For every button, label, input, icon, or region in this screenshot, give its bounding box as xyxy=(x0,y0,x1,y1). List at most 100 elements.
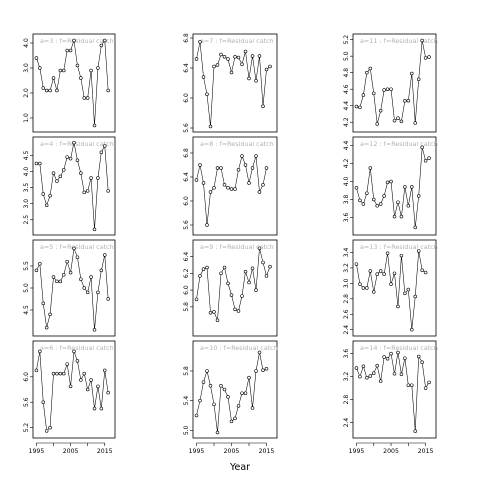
data-point xyxy=(48,425,52,430)
data-point xyxy=(423,386,428,390)
data-point xyxy=(254,79,258,83)
data-point xyxy=(416,194,421,198)
y-tick-label: 4.8 xyxy=(343,68,350,78)
data-point xyxy=(371,371,376,375)
data-point xyxy=(194,178,199,182)
data-point xyxy=(79,171,83,175)
data-point xyxy=(371,290,376,294)
data-point xyxy=(58,68,63,73)
data-point xyxy=(243,163,248,167)
series-line xyxy=(196,248,271,321)
data-point xyxy=(106,88,110,93)
data-point xyxy=(375,204,379,208)
panel-8: a=9 : f=Residual catch 5.8 6.0 6.2 6.4 xyxy=(183,239,278,337)
data-point xyxy=(392,371,397,376)
y-tick-label: 2.8 xyxy=(343,395,350,405)
data-point xyxy=(261,183,265,187)
data-point xyxy=(254,369,258,373)
data-point xyxy=(375,363,379,368)
data-point xyxy=(65,362,69,366)
y-tick-label: 6.0 xyxy=(183,93,190,103)
panel-11: a=10 : f=Residual catch 5.0 5.4 5.8 xyxy=(183,340,278,439)
data-point xyxy=(243,269,248,274)
data-point xyxy=(103,368,107,373)
data-point xyxy=(215,63,220,67)
data-point xyxy=(72,246,76,251)
series-line xyxy=(196,41,271,127)
y-tick-label: 3.6 xyxy=(343,349,350,359)
y-tick-label: 6.0 xyxy=(183,196,190,206)
data-point xyxy=(65,48,69,53)
y-tick-label: 2.8 xyxy=(343,294,350,304)
y-tick-label: 2.4 xyxy=(343,325,350,335)
y-tick-label: 5.0 xyxy=(343,51,350,61)
data-point xyxy=(51,171,56,175)
data-point xyxy=(55,88,59,93)
data-point xyxy=(226,57,230,61)
data-point xyxy=(358,374,362,379)
data-point xyxy=(392,271,397,276)
data-point xyxy=(212,64,216,69)
data-point xyxy=(257,190,262,194)
data-point xyxy=(240,391,244,395)
series-line xyxy=(36,142,109,230)
data-point xyxy=(368,66,373,71)
data-point xyxy=(399,253,404,258)
data-point xyxy=(423,56,428,60)
data-point xyxy=(403,99,407,103)
data-point xyxy=(396,200,400,204)
data-point xyxy=(361,364,366,368)
data-point xyxy=(222,183,227,187)
data-point xyxy=(385,87,390,91)
data-point xyxy=(79,277,83,281)
data-point xyxy=(389,87,393,91)
data-point xyxy=(212,402,216,407)
x-tick-label: 2015 xyxy=(97,448,113,455)
y-tick-label: 3.0 xyxy=(23,63,30,73)
data-point xyxy=(365,70,369,75)
data-point xyxy=(219,52,223,57)
data-point xyxy=(413,225,417,230)
panel-2: a=7 : f=Residual catch 5.6 6.0 6.4 6.8 xyxy=(183,33,278,133)
panel-1: a=3 : f=Residual catch 1.0 2.0 3.0 4.0 xyxy=(23,33,116,133)
data-point xyxy=(61,371,66,376)
data-point xyxy=(420,268,424,272)
data-point xyxy=(68,48,73,53)
panel-5: a=8 : f=Residual catch 5.6 6.0 6.4 6.8 xyxy=(183,136,278,236)
data-point xyxy=(55,279,59,284)
data-point xyxy=(250,406,255,410)
data-point xyxy=(55,371,59,376)
series-line xyxy=(36,247,109,330)
data-point xyxy=(96,384,100,389)
data-point xyxy=(99,268,104,273)
data-point xyxy=(233,54,237,59)
panel-strip-label: a=11 : f=Residual catch xyxy=(360,37,438,45)
data-point xyxy=(254,288,258,292)
data-point xyxy=(106,297,110,301)
data-point xyxy=(34,161,39,166)
y-tick-label: 6.8 xyxy=(183,33,190,43)
data-point xyxy=(85,290,90,295)
data-point xyxy=(389,179,393,184)
data-point xyxy=(382,272,386,276)
data-point xyxy=(89,68,93,73)
data-point xyxy=(72,349,76,354)
data-point xyxy=(410,71,414,76)
data-point xyxy=(240,294,244,298)
data-point xyxy=(365,191,369,195)
data-point xyxy=(85,96,90,100)
panel-frame xyxy=(192,33,278,133)
data-point xyxy=(261,260,265,265)
data-point xyxy=(371,91,376,96)
data-point xyxy=(219,384,223,388)
y-tick-label: 3.2 xyxy=(343,263,350,273)
data-point xyxy=(48,88,52,93)
x-axes-group: 1995 2005 2015 1995 2005 2015 1995 2005 2015 xyxy=(29,442,434,455)
data-point xyxy=(247,181,251,185)
data-point xyxy=(103,38,107,43)
x-axis-col-2: 1995 2005 2015 xyxy=(189,442,274,455)
y-tick-label: 4.4 xyxy=(343,101,350,111)
data-point xyxy=(406,287,411,292)
data-point xyxy=(361,286,366,290)
